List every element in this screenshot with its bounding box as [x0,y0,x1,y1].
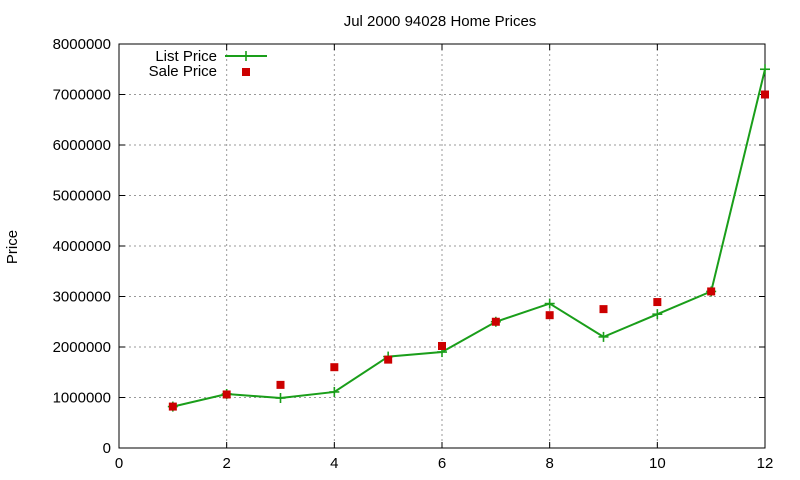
x-tick-label: 10 [649,455,666,472]
x-tick-label: 4 [330,455,338,472]
sale-price-point [438,341,446,350]
grid-lines [119,44,765,448]
legend-marker-sale-price [242,68,250,76]
x-tick-label: 0 [115,455,123,472]
sale-price-point [276,380,285,389]
y-tick-label: 8000000 [53,36,111,53]
sale-price-point [222,390,231,399]
y-tick-label: 6000000 [53,137,111,154]
y-tick-label: 2000000 [53,339,111,356]
list-price-point [275,393,286,404]
sale-price-point [545,311,554,320]
legend: List Price Sale Price [149,48,267,80]
list-price-line [172,69,766,408]
x-tick-label: 8 [545,455,553,472]
list-price-point [598,331,609,342]
x-tick-label: 6 [438,455,446,472]
chart-title: Jul 2000 94028 Home Prices [344,13,537,30]
list-price-point [760,64,770,75]
sale-price-point [384,355,393,364]
legend-label-sale-price: Sale Price [149,63,217,80]
sale-price-point [330,363,339,372]
y-tick-label: 5000000 [53,188,111,205]
legend-label-list-price: List Price [155,48,217,65]
legend-marker-list-price [241,51,251,61]
list-price-point [329,386,340,397]
sale-price-point [599,305,608,314]
sale-price-point [707,287,716,296]
y-tick-label: 3000000 [53,289,111,306]
x-tick-label: 12 [757,455,774,472]
sale-price-point [761,90,769,99]
sale-price-point [653,298,662,307]
list-price-point [544,298,555,309]
x-tick-label: 2 [222,455,230,472]
y-tick-label: 0 [103,440,111,457]
sale-price-point [491,317,500,326]
y-tick-label: 1000000 [53,390,111,407]
axis-ticks: 0 2 4 6 8 10 12 0 1000000 2000000 3000000 4000000 50… [53,36,774,472]
y-tick-label: 4000000 [53,238,111,255]
y-tick-label: 7000000 [53,87,111,104]
sale-price-point [168,402,177,411]
list-price-point [652,309,663,320]
y-axis-label: Price [4,230,21,264]
series-layer [167,64,770,412]
